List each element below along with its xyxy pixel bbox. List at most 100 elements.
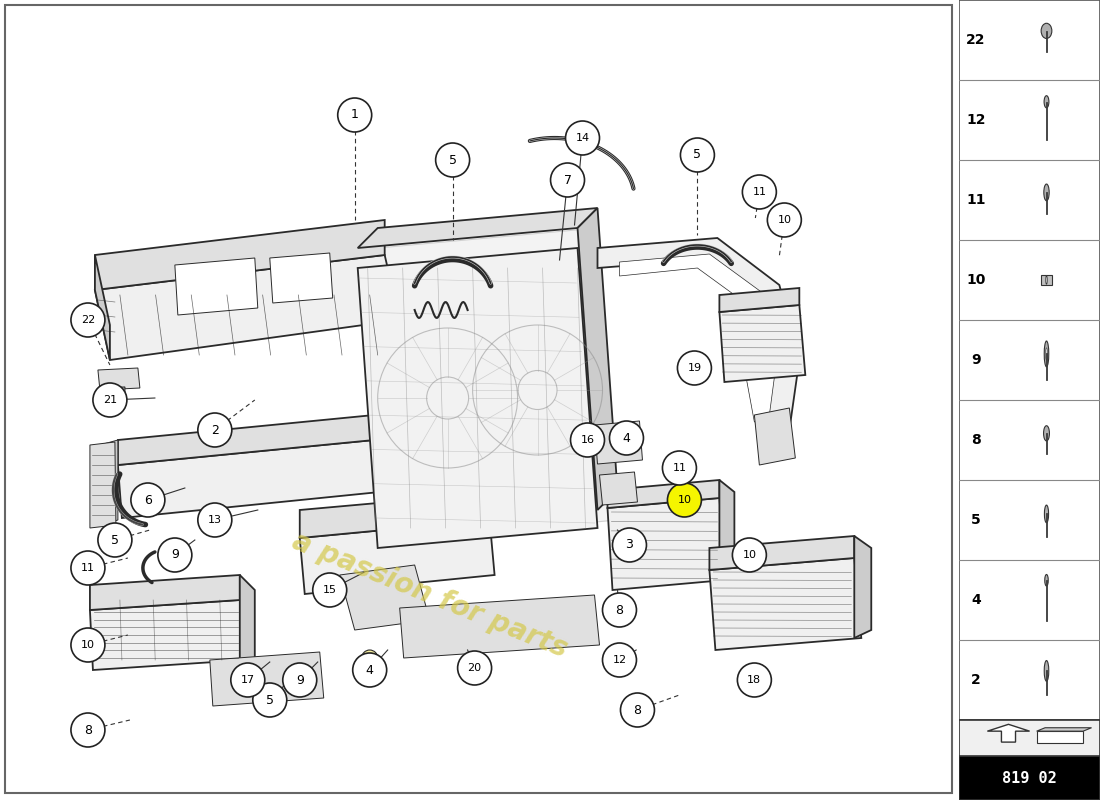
Text: 12: 12 bbox=[966, 113, 986, 127]
Circle shape bbox=[92, 383, 126, 417]
Polygon shape bbox=[240, 575, 255, 672]
Circle shape bbox=[362, 650, 377, 666]
Text: 4: 4 bbox=[971, 593, 981, 607]
Polygon shape bbox=[95, 255, 399, 360]
Polygon shape bbox=[210, 652, 323, 706]
Text: 8: 8 bbox=[616, 603, 624, 617]
Circle shape bbox=[678, 351, 712, 385]
Polygon shape bbox=[90, 442, 116, 528]
Text: 11: 11 bbox=[672, 463, 686, 473]
Text: 819 02: 819 02 bbox=[1002, 771, 1057, 786]
Ellipse shape bbox=[1044, 184, 1049, 201]
Circle shape bbox=[338, 98, 372, 132]
Bar bbox=[1045, 31, 1047, 52]
Circle shape bbox=[668, 483, 702, 517]
Polygon shape bbox=[607, 498, 725, 590]
Polygon shape bbox=[1036, 731, 1084, 743]
Polygon shape bbox=[399, 595, 600, 658]
Polygon shape bbox=[118, 438, 399, 518]
Circle shape bbox=[70, 551, 104, 585]
Circle shape bbox=[70, 628, 104, 662]
Polygon shape bbox=[578, 208, 617, 510]
Polygon shape bbox=[988, 724, 1030, 742]
Text: 3: 3 bbox=[626, 538, 634, 551]
Ellipse shape bbox=[1044, 661, 1048, 682]
Circle shape bbox=[571, 423, 605, 457]
Polygon shape bbox=[100, 387, 125, 396]
Circle shape bbox=[620, 693, 654, 727]
Ellipse shape bbox=[1046, 276, 1047, 284]
Text: 16: 16 bbox=[581, 435, 594, 445]
Text: 11: 11 bbox=[966, 193, 986, 207]
Text: 8: 8 bbox=[971, 433, 981, 447]
Text: 12: 12 bbox=[613, 655, 627, 665]
Text: 6: 6 bbox=[144, 494, 152, 506]
Circle shape bbox=[70, 303, 104, 337]
Circle shape bbox=[283, 663, 317, 697]
Circle shape bbox=[550, 163, 584, 197]
Text: 4: 4 bbox=[366, 663, 374, 677]
Polygon shape bbox=[594, 421, 642, 464]
Polygon shape bbox=[175, 258, 257, 315]
Circle shape bbox=[733, 538, 767, 572]
Ellipse shape bbox=[1045, 348, 1047, 360]
Circle shape bbox=[681, 138, 714, 172]
Circle shape bbox=[198, 503, 232, 537]
Ellipse shape bbox=[1041, 23, 1052, 38]
Text: 10: 10 bbox=[742, 550, 757, 560]
Circle shape bbox=[436, 143, 470, 177]
Text: 15: 15 bbox=[322, 585, 337, 595]
Text: 11: 11 bbox=[752, 187, 767, 197]
Text: 22: 22 bbox=[966, 33, 986, 47]
Text: 20: 20 bbox=[468, 663, 482, 673]
Text: 9: 9 bbox=[170, 549, 179, 562]
Ellipse shape bbox=[1044, 96, 1049, 108]
Text: 5: 5 bbox=[111, 534, 119, 546]
Polygon shape bbox=[95, 220, 385, 290]
Circle shape bbox=[253, 683, 287, 717]
Polygon shape bbox=[340, 565, 430, 630]
Polygon shape bbox=[377, 228, 617, 540]
Text: 19: 19 bbox=[688, 363, 702, 373]
FancyBboxPatch shape bbox=[959, 720, 1100, 756]
Circle shape bbox=[231, 663, 265, 697]
Text: 2: 2 bbox=[971, 673, 981, 687]
Text: 8: 8 bbox=[634, 703, 641, 717]
Ellipse shape bbox=[1044, 341, 1048, 367]
Polygon shape bbox=[710, 536, 855, 570]
Polygon shape bbox=[118, 413, 395, 465]
Polygon shape bbox=[270, 253, 332, 303]
Polygon shape bbox=[98, 368, 140, 390]
Text: 4: 4 bbox=[623, 431, 630, 445]
Text: 5: 5 bbox=[266, 694, 274, 706]
Polygon shape bbox=[1036, 728, 1091, 731]
Circle shape bbox=[158, 538, 191, 572]
Polygon shape bbox=[299, 520, 495, 594]
Polygon shape bbox=[597, 238, 800, 440]
Ellipse shape bbox=[1045, 574, 1048, 586]
Circle shape bbox=[737, 663, 771, 697]
Polygon shape bbox=[100, 440, 118, 525]
Bar bbox=[1046, 192, 1047, 214]
Polygon shape bbox=[755, 408, 795, 465]
Text: 5: 5 bbox=[693, 149, 702, 162]
Circle shape bbox=[98, 523, 132, 557]
Text: 13: 13 bbox=[208, 515, 222, 525]
Circle shape bbox=[768, 203, 801, 237]
Text: 22: 22 bbox=[80, 315, 95, 325]
Bar bbox=[1046, 670, 1047, 695]
Text: 11: 11 bbox=[81, 563, 95, 573]
Circle shape bbox=[662, 451, 696, 485]
Polygon shape bbox=[710, 558, 861, 650]
Bar bbox=[1046, 433, 1047, 454]
Ellipse shape bbox=[1044, 505, 1048, 522]
Polygon shape bbox=[719, 288, 800, 312]
Circle shape bbox=[353, 653, 387, 687]
Circle shape bbox=[603, 593, 637, 627]
Text: 7: 7 bbox=[563, 174, 572, 186]
Text: 10: 10 bbox=[678, 495, 692, 505]
Polygon shape bbox=[358, 208, 597, 248]
Text: 18: 18 bbox=[747, 675, 761, 685]
Polygon shape bbox=[358, 248, 597, 548]
Bar bbox=[1046, 580, 1047, 622]
